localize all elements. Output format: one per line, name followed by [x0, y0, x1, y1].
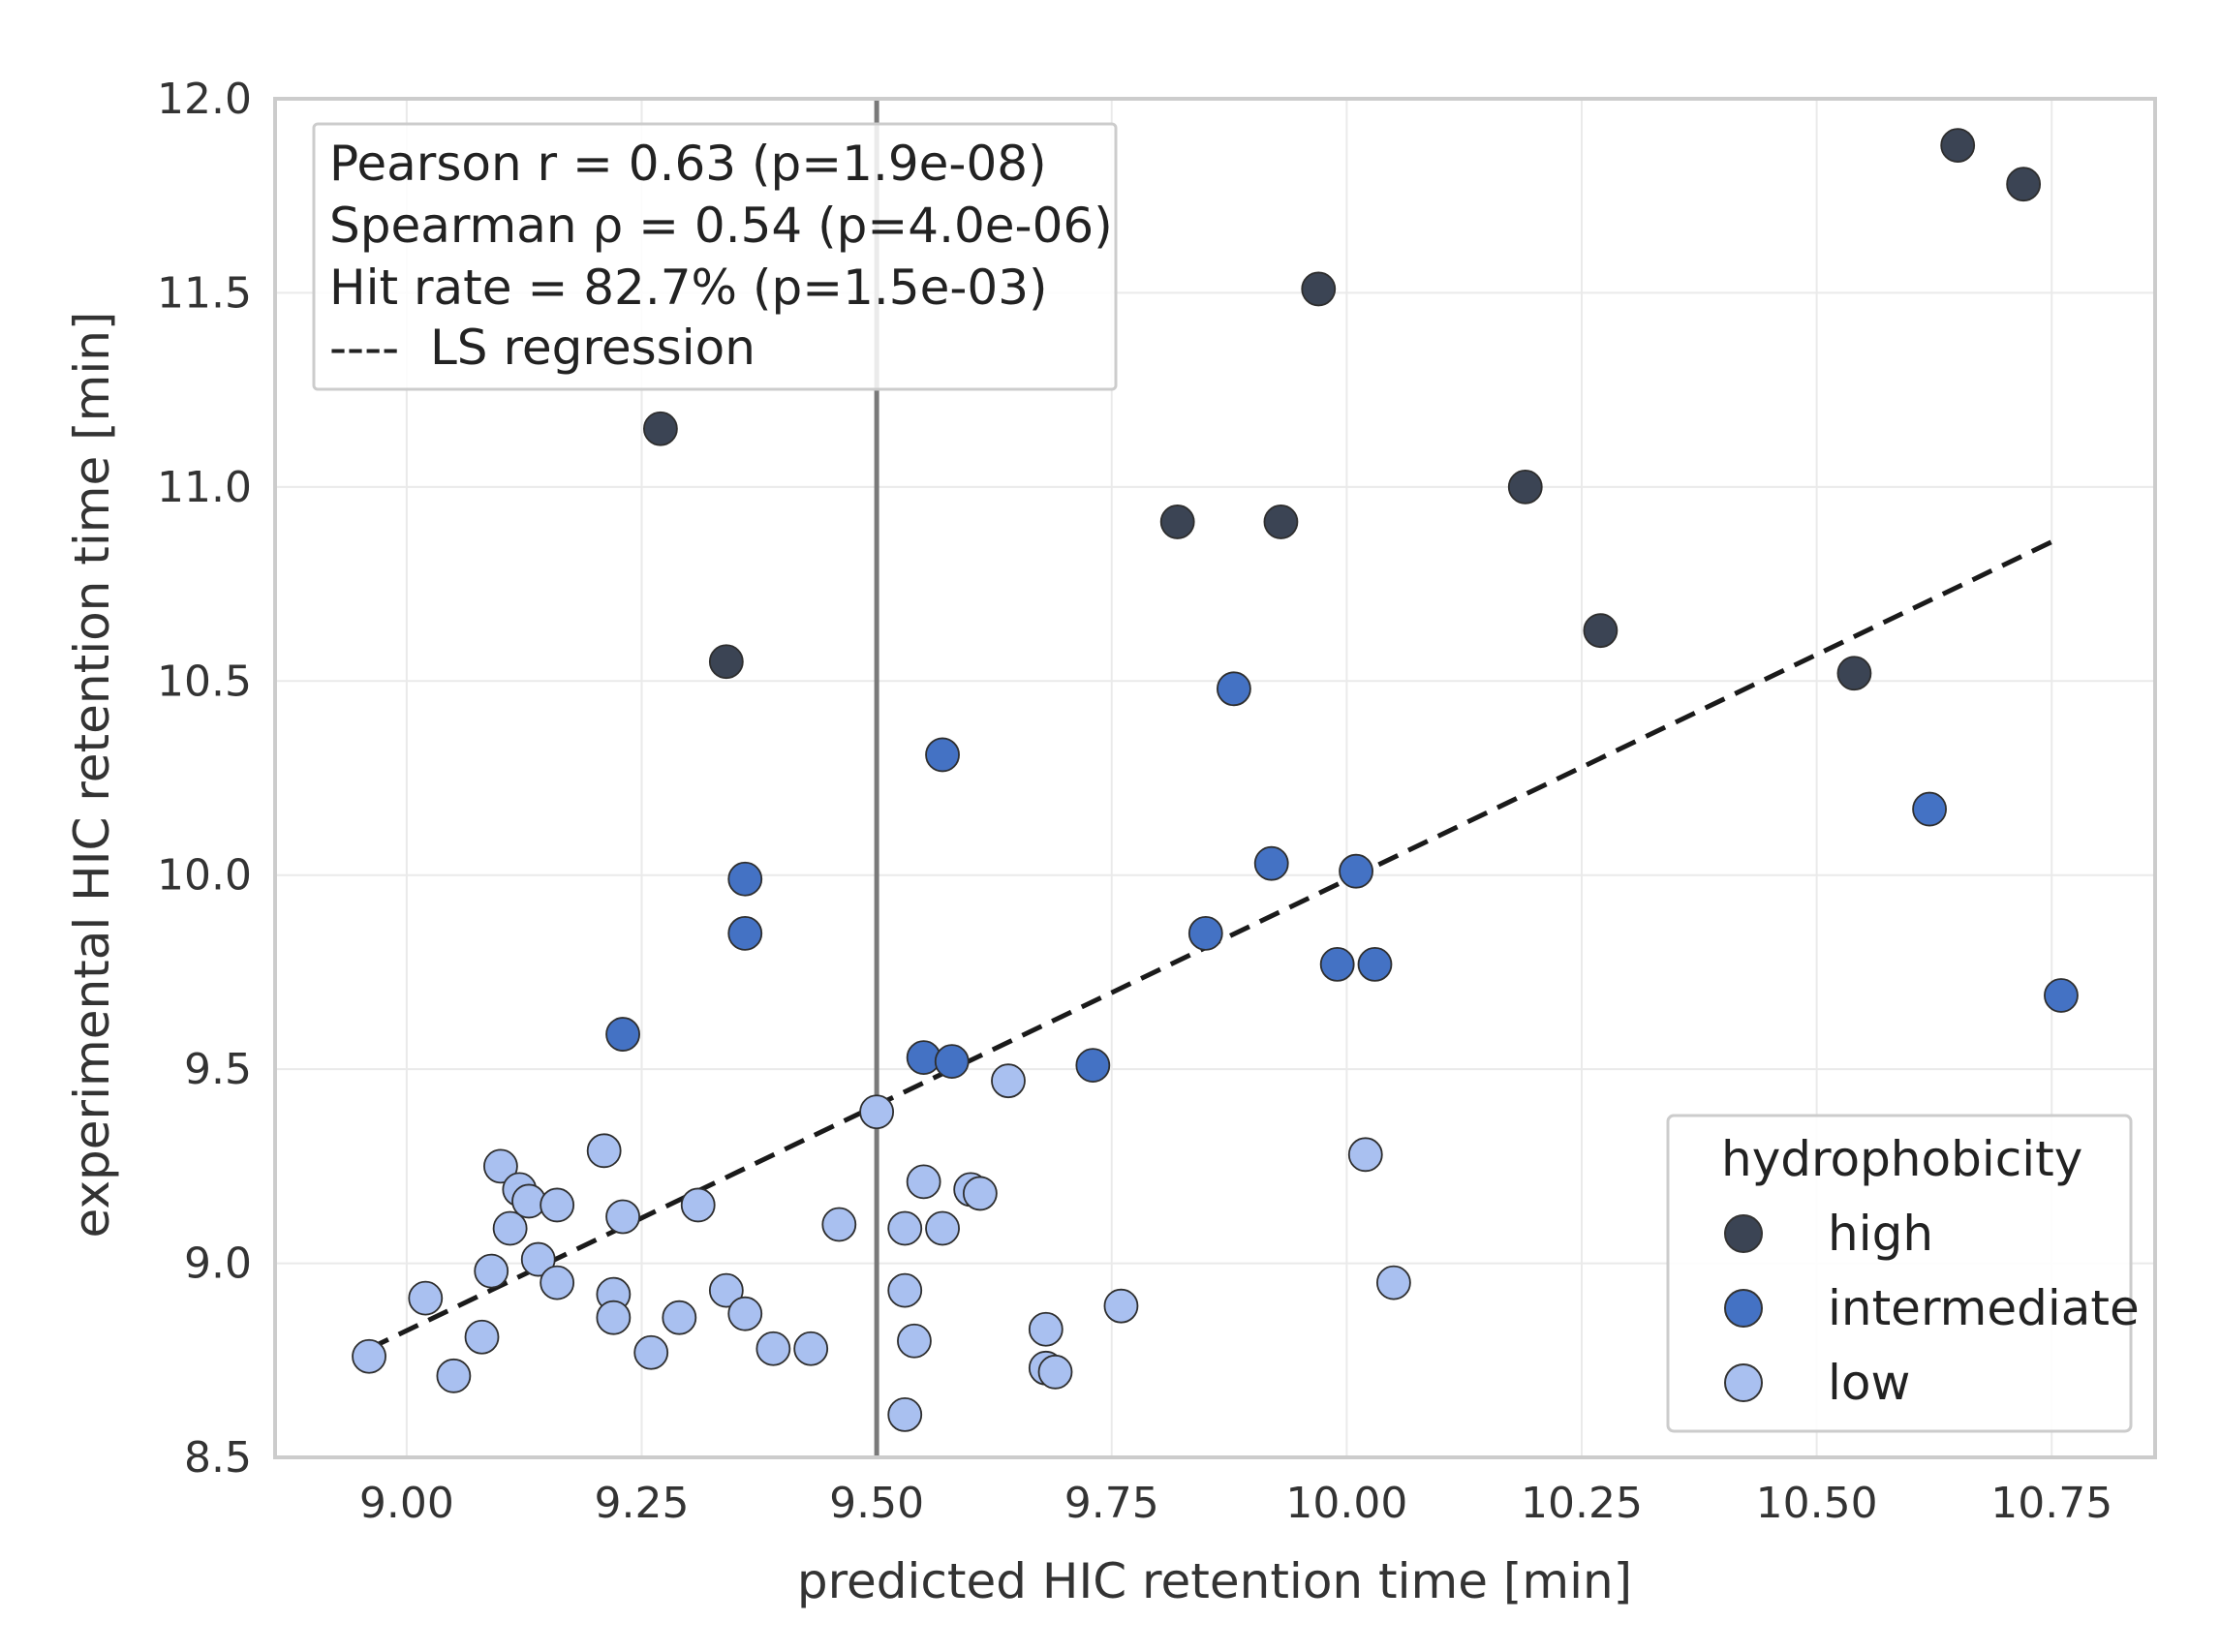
x-tick-labels: 9.00 9.25 9.50 9.75 10.00 10.25 10.50 10.75 — [359, 1479, 2112, 1528]
point-low — [708, 1272, 744, 1308]
x-tick-label: 10.50 — [1756, 1479, 1878, 1528]
point-intermediate — [1319, 947, 1355, 982]
point-intermediate — [2044, 978, 2079, 1013]
x-tick-label: 9.00 — [359, 1479, 454, 1528]
spearman-annotation: Spearman ρ = 0.54 (p=4.0e-06) — [329, 198, 1113, 254]
point-low — [887, 1210, 923, 1246]
point-low — [596, 1300, 632, 1335]
x-tick-label: 9.50 — [829, 1479, 924, 1528]
legend-marker-low — [1724, 1363, 1763, 1402]
x-axis-label: predicted HIC retention time [min] — [797, 1553, 1632, 1609]
legend: hydrophobicity high intermediate low — [1666, 1114, 2140, 1433]
point-intermediate — [1187, 915, 1223, 951]
point-high — [708, 644, 744, 680]
point-low — [605, 1199, 640, 1235]
point-low — [633, 1334, 669, 1370]
point-intermediate — [605, 1017, 640, 1052]
point-intermediate — [925, 737, 960, 773]
point-low — [887, 1272, 923, 1308]
point-high — [1301, 271, 1337, 307]
point-low — [492, 1210, 528, 1246]
point-low — [352, 1338, 386, 1374]
point-intermediate — [934, 1044, 970, 1080]
point-high — [1263, 505, 1299, 539]
point-low — [859, 1094, 895, 1130]
legend-title: hydrophobicity — [1721, 1131, 2082, 1187]
point-high — [1836, 656, 1872, 691]
point-low — [586, 1133, 622, 1169]
point-low — [1103, 1288, 1139, 1324]
legend-label-intermediate: intermediate — [1828, 1280, 2140, 1336]
point-high — [1940, 128, 1976, 164]
point-low — [897, 1323, 932, 1359]
point-low — [474, 1253, 509, 1289]
regression-legend-entry: ---- LS regression — [329, 320, 755, 376]
y-tick-label: 10.0 — [157, 851, 252, 901]
point-low — [991, 1063, 1026, 1099]
y-tick-label: 9.0 — [184, 1239, 252, 1289]
y-tick-label: 12.0 — [157, 75, 252, 124]
point-intermediate — [1217, 671, 1251, 707]
x-tick-label: 10.00 — [1285, 1479, 1407, 1528]
data-points — [352, 128, 2079, 1432]
point-low — [962, 1176, 998, 1211]
point-intermediate — [1253, 845, 1289, 881]
point-intermediate — [727, 861, 763, 897]
point-low — [1028, 1311, 1064, 1347]
point-low — [540, 1265, 575, 1300]
y-tick-label: 11.5 — [157, 268, 252, 318]
plot-frame — [273, 97, 2157, 1459]
x-tick-label: 9.75 — [1064, 1479, 1159, 1528]
legend-marker-intermediate — [1724, 1289, 1763, 1328]
point-low — [483, 1148, 518, 1184]
y-tick-labels: 8.5 9.0 9.5 10.0 10.5 11.0 11.5 12.0 — [157, 75, 252, 1483]
point-low — [793, 1331, 829, 1366]
point-low — [464, 1319, 500, 1355]
y-tick-label: 9.5 — [184, 1045, 252, 1094]
stats-annotation-box: Pearson r = 0.63 (p=1.9e-08) Spearman ρ … — [312, 122, 1118, 391]
y-tick-label: 10.5 — [157, 657, 252, 706]
x-tick-label: 10.25 — [1521, 1479, 1643, 1528]
point-high — [2006, 167, 2042, 202]
point-low — [925, 1210, 960, 1246]
y-axis-label: experimental HIC retention time [min] — [64, 312, 120, 1239]
point-intermediate — [727, 915, 763, 951]
point-low — [1375, 1265, 1411, 1300]
point-high — [1507, 469, 1543, 505]
point-low — [1347, 1137, 1383, 1173]
point-low — [727, 1296, 763, 1331]
point-high — [1583, 613, 1619, 649]
point-intermediate — [1339, 853, 1373, 889]
pearson-annotation: Pearson r = 0.63 (p=1.9e-08) — [329, 136, 1047, 192]
point-low — [906, 1164, 941, 1200]
point-high — [643, 411, 678, 446]
point-low — [436, 1358, 472, 1393]
legend-label-high: high — [1828, 1206, 1933, 1262]
point-low — [680, 1187, 716, 1223]
x-tick-label: 10.75 — [1990, 1479, 2112, 1528]
point-low — [887, 1397, 923, 1432]
y-tick-label: 8.5 — [184, 1433, 252, 1483]
point-low — [408, 1280, 444, 1316]
point-low — [540, 1187, 575, 1223]
legend-label-low: low — [1828, 1355, 1910, 1411]
point-intermediate — [1075, 1048, 1111, 1084]
point-low — [755, 1331, 791, 1366]
x-tick-label: 9.25 — [595, 1479, 690, 1528]
point-low — [821, 1207, 857, 1242]
point-intermediate — [1357, 947, 1393, 982]
point-low — [520, 1241, 556, 1277]
legend-marker-high — [1724, 1214, 1763, 1253]
point-intermediate — [1912, 791, 1947, 827]
point-low — [1037, 1354, 1073, 1390]
y-tick-label: 11.0 — [157, 463, 252, 512]
point-low — [662, 1300, 697, 1335]
hit-rate-annotation: Hit rate = 82.7% (p=1.5e-03) — [329, 260, 1048, 316]
point-high — [1159, 505, 1195, 539]
